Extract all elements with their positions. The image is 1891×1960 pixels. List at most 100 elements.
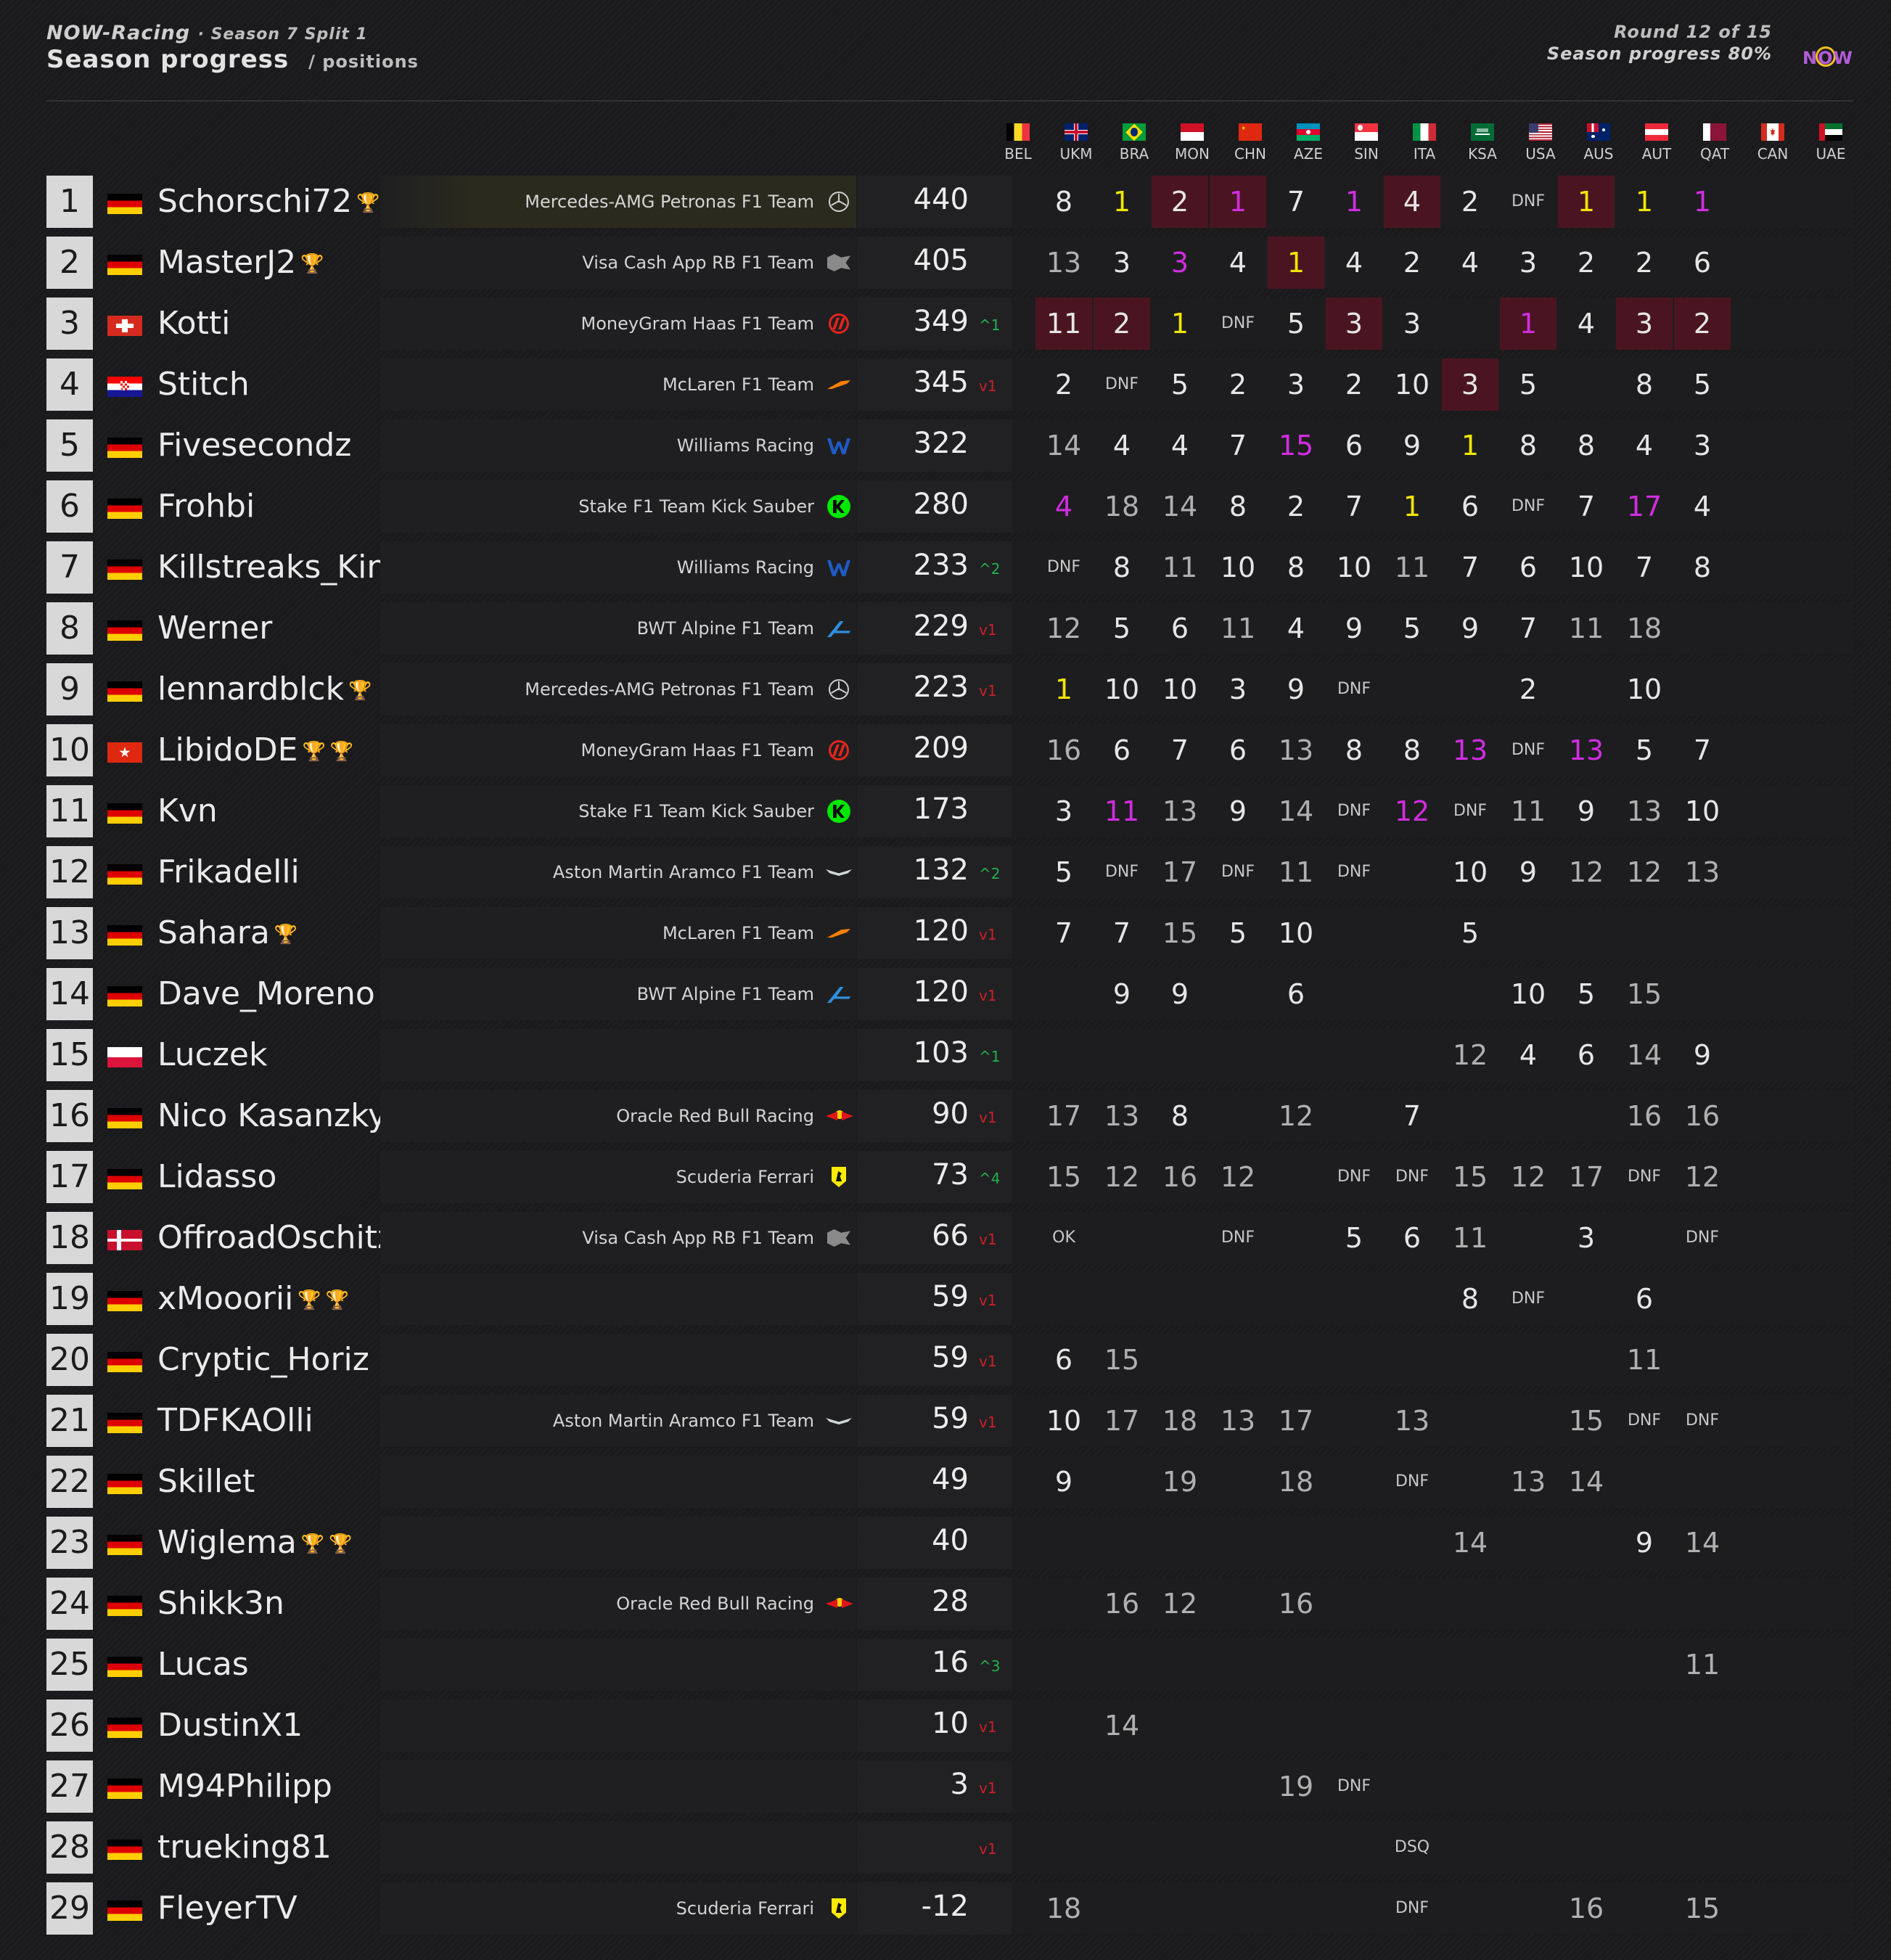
position-change: v1 [979,926,997,943]
flag-de-icon [107,1779,142,1799]
redbull-icon [826,1592,853,1615]
results-strip: OK DNF 5 6 11 3 DNF [1013,1212,1853,1264]
team-name: MoneyGram Haas F1 Team [581,313,814,334]
driver-name[interactable]: DustinX1 [157,1707,303,1744]
driver-name[interactable]: Stitch [157,366,250,403]
driver-name[interactable]: TDFKAOlli [157,1402,313,1439]
result-cell-aut: 6 [1693,247,1712,279]
driver-name[interactable]: Frohbi [157,488,255,525]
points-cell: 16 ^3 [857,1639,1012,1691]
flag-mc-icon [1181,123,1204,141]
points-value: 405 [913,244,969,277]
change-arrow-icon: ^ [979,316,991,334]
points-value: 209 [913,731,969,765]
driver-name[interactable]: Nico Kasanzky [157,1097,387,1134]
flag-sa-icon [1471,123,1494,141]
result-cell-ita: 2 [1461,186,1480,218]
result-cell-usa [1558,663,1615,715]
result-cell-qat [1732,663,1789,715]
result-cell-bel [1035,1273,1092,1325]
driver-name[interactable]: MasterJ2 🏆 [157,244,324,281]
result-cell-bel: 2 [1054,369,1073,401]
result-cell-sin [1384,1334,1440,1386]
driver-name[interactable]: M94Philipp [157,1768,332,1805]
result-cell-can [1790,237,1847,289]
driver-name[interactable]: Lucas [157,1646,249,1683]
driver-name-text: Kotti [157,305,231,342]
change-value: 1 [987,1231,997,1248]
driver-name[interactable]: Luczek [157,1036,267,1073]
result-cell-ita: 15 [1452,1161,1488,1193]
driver-name[interactable]: xMooorii 🏆 🏆 [157,1280,349,1317]
result-cell-ukm: 5 [1112,612,1131,644]
change-arrow-icon: ^ [979,560,991,578]
results-strip: 8 DNF 6 [1013,1273,1853,1325]
result-cell-aus: 14 [1626,1039,1662,1071]
result-cell-ukm [1094,1456,1150,1508]
position-badge: 7 [46,541,93,594]
result-cell-mon [1210,1882,1266,1935]
result-cell-can [1790,298,1847,350]
result-cell-sin [1384,1760,1440,1813]
driver-name[interactable]: Killstreaks_King [157,549,407,586]
result-cell-aus: 13 [1626,795,1662,827]
result-cell-mon: 13 [1220,1405,1256,1437]
sauber-k-icon [826,495,852,518]
driver-name[interactable]: Fivesecondz [157,427,351,464]
result-cell-aus [1616,1212,1673,1264]
result-cell-qat [1732,1821,1789,1874]
result-cell-qat [1732,1578,1789,1630]
driver-name[interactable]: Skillet [157,1463,255,1500]
results-strip: 5 DNF 17 DNF 11 DNF 10 9 12 12 13 [1013,846,1853,898]
results-strip: 18 DNF 16 15 [1013,1882,1853,1935]
driver-name[interactable]: Schorschi72 🏆 [157,183,380,220]
driver-name[interactable]: Frikadelli [157,853,300,890]
result-cell-bel: 10 [1046,1405,1082,1437]
points-value: 345 [913,366,969,399]
points-cell: 59 v1 [857,1334,1012,1386]
result-cell-ita: DNF [1453,802,1488,820]
points-value: 173 [913,792,969,826]
position-badge: 19 [46,1273,93,1325]
driver-name[interactable]: FleyerTV [157,1890,298,1927]
points-value: 40 [932,1524,969,1557]
result-cell-can [1790,1334,1847,1386]
driver-name[interactable]: Lidasso [157,1158,276,1195]
driver-name[interactable]: Kotti [157,305,230,342]
result-cell-bra: 12 [1162,1588,1198,1620]
result-cell-can [1790,1456,1847,1508]
result-cell-chn [1268,1273,1324,1325]
result-cell-uae [1848,419,1891,472]
flag-de-icon [107,681,142,702]
team-name: Mercedes-AMG Petronas F1 Team [525,679,814,700]
driver-name[interactable]: trueking81 [157,1829,332,1866]
driver-name-text: Werner [157,610,273,647]
driver-name[interactable]: Sahara 🏆 [157,914,298,951]
change-value: 1 [987,1353,997,1370]
result-cell-usa [1558,1334,1615,1386]
page-title: Season progress / positions [46,45,419,74]
driver-name[interactable]: Werner [157,610,272,647]
result-cell-aze: 3 [1326,298,1382,350]
change-arrow-icon: v [979,987,988,1004]
results-strip: 14 [1013,1699,1853,1752]
result-cell-can [1790,602,1847,655]
redbull-icon [826,1104,853,1128]
result-cell-qat [1732,480,1789,533]
driver-name[interactable]: LibidoDE 🏆 🏆 [157,731,353,768]
driver-name[interactable]: Shikk3n [157,1585,284,1622]
result-cell-usa [1558,1090,1615,1142]
result-cell-chn [1268,1882,1324,1935]
position-badge: 6 [46,480,93,533]
race-header-mon: MON [1163,123,1221,163]
result-cell-usa [1558,1273,1615,1325]
result-cell-ita [1442,968,1498,1020]
result-cell-ita [1442,1760,1498,1813]
driver-name[interactable]: lennardblck 🏆 [157,671,372,708]
result-cell-uae [1848,1273,1891,1325]
driver-name[interactable]: Kvn [157,792,218,829]
ferrari-horse-icon [826,1897,852,1920]
race-code: QAT [1699,145,1730,163]
driver-name[interactable]: Wiglema 🏆 🏆 [157,1524,353,1561]
driver-name[interactable]: Cryptic_Horiz [157,1341,369,1378]
